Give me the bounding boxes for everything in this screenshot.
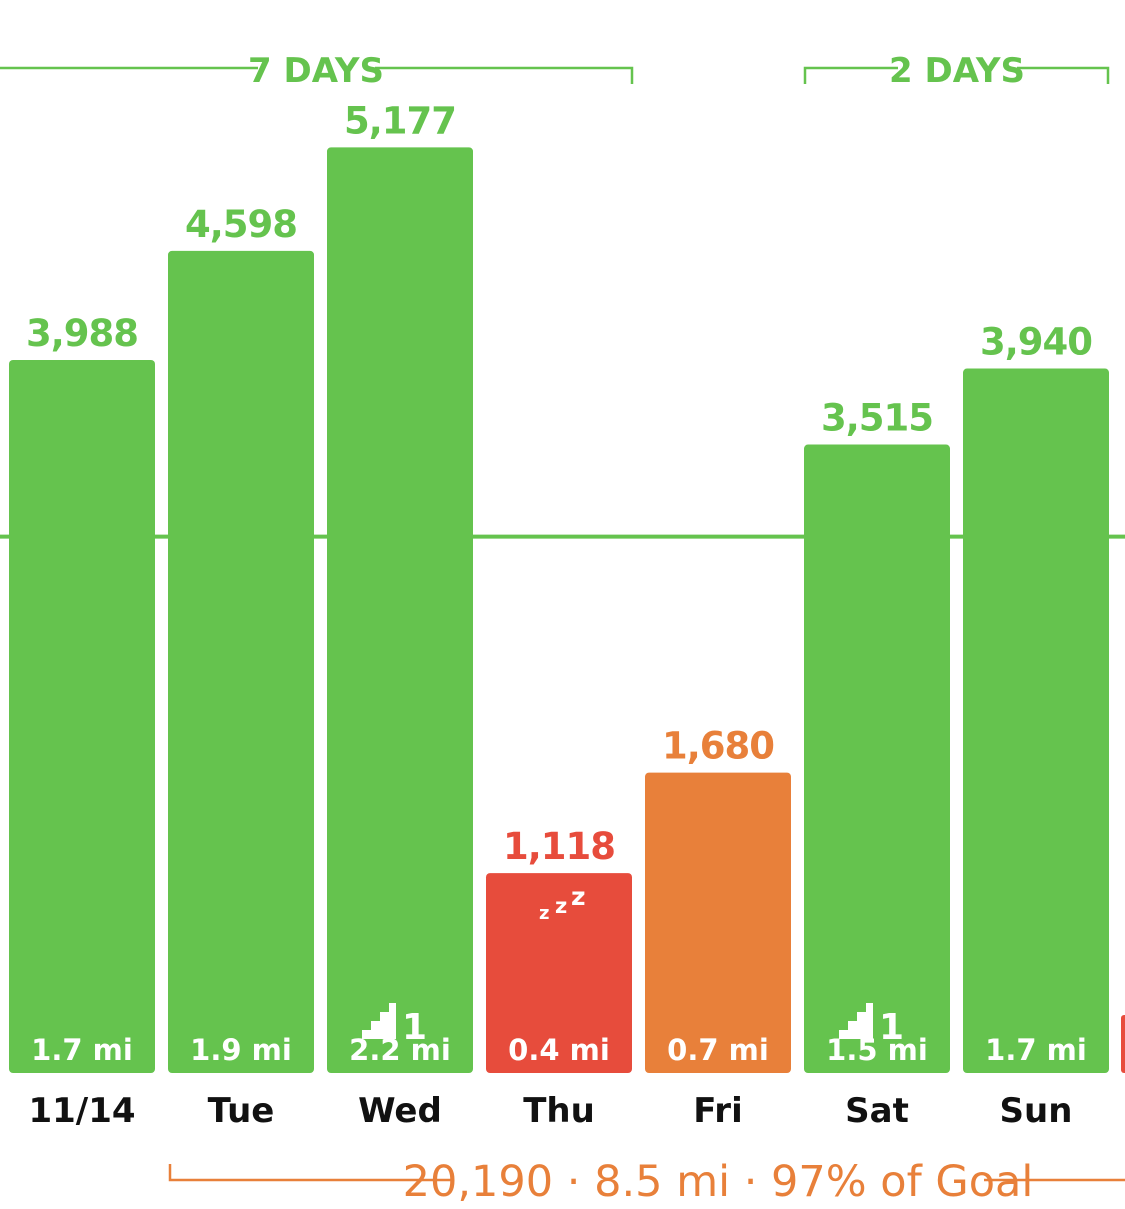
streak-bracket-1: 7 DAYS [0,51,634,91]
streak-label-1: 7 DAYS [248,51,384,91]
value-label-0: 3,988 [26,312,138,355]
day-label-4: Fri [693,1091,742,1131]
floors-count-5: 1 [879,1007,904,1048]
bar-5 [804,444,950,1073]
distance-label-4: 0.7 mi [667,1033,769,1067]
bar-2 [327,147,473,1073]
stairs-icon-5 [839,1003,873,1039]
value-label-3: 1,118 [503,825,615,868]
value-label-4: 1,680 [662,725,774,768]
day-label-0: 11/14 [28,1091,135,1131]
value-label-2: 5,177 [344,99,456,142]
summary-bracket: 20,190 · 8.5 mi · 97% of Goal [168,1157,1125,1207]
streak-bracket-2: 2 DAYS [803,51,1110,91]
value-label-1: 4,598 [185,203,297,246]
distance-label-6: 1.7 mi [985,1033,1087,1067]
sleep-z-0: z [539,903,549,924]
next-bar-partial [1121,1015,1125,1073]
day-label-2: Wed [358,1091,442,1131]
distance-label-0: 1.7 mi [31,1033,133,1067]
value-label-5: 3,515 [821,397,933,440]
floors-count-2: 1 [402,1007,427,1048]
distance-label-3: 0.4 mi [508,1033,610,1067]
bar-1 [168,250,314,1074]
sleep-z-2: z [571,882,586,911]
bar-3 [486,873,632,1073]
streak-label-2: 2 DAYS [889,51,1025,91]
bar-6 [963,368,1109,1073]
value-label-6: 3,940 [980,321,1092,364]
distance-label-1: 1.9 mi [190,1033,292,1067]
sleep-z-1: z [555,894,567,918]
day-label-6: Sun [1000,1091,1073,1131]
day-label-3: Thu [523,1091,595,1131]
stairs-icon-2 [362,1003,396,1039]
bar-0 [9,359,155,1074]
day-label-1: Tue [208,1091,275,1131]
day-label-5: Sat [845,1091,909,1131]
summary-text: 20,190 · 8.5 mi · 97% of Goal [403,1157,1034,1207]
bar-4 [645,772,791,1073]
